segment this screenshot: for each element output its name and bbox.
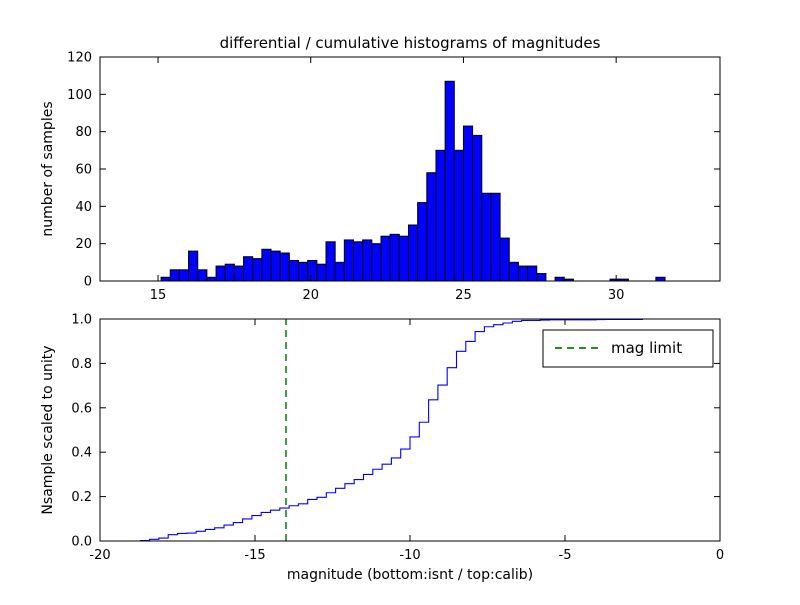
histogram-bar bbox=[243, 256, 254, 282]
histogram-bar bbox=[655, 276, 666, 282]
x-tick-label: 20 bbox=[302, 288, 319, 303]
histogram-bar bbox=[426, 172, 437, 282]
histogram-bar bbox=[169, 269, 180, 282]
y-tick-label: 60 bbox=[75, 163, 92, 178]
histogram-bar bbox=[517, 265, 529, 282]
y-tick-label: 20 bbox=[75, 237, 92, 252]
histogram-bar bbox=[435, 149, 446, 282]
y-tick-label: 1.0 bbox=[71, 313, 92, 328]
histogram-bar bbox=[188, 250, 199, 282]
x-tick-label: -15 bbox=[244, 548, 265, 563]
histogram-bar bbox=[371, 243, 382, 282]
top-histogram-axes: 15 20 25 30 0 20 40 60 80 100 120 bbox=[67, 51, 721, 303]
histogram-bar bbox=[398, 235, 409, 282]
cumulative-curve bbox=[139, 318, 652, 542]
y-tick-label: 0.8 bbox=[71, 357, 92, 372]
top-axes-frame bbox=[99, 56, 721, 282]
histogram-bar bbox=[472, 134, 483, 282]
histogram-bar bbox=[160, 276, 171, 282]
histogram-bar bbox=[325, 241, 336, 282]
histogram-bar bbox=[362, 239, 373, 282]
histogram-bar bbox=[206, 276, 217, 282]
y-tick-label: 0 bbox=[84, 275, 92, 290]
x-tick-label: 30 bbox=[608, 288, 625, 303]
legend: mag limit bbox=[542, 329, 714, 368]
y-tick-label: 0.2 bbox=[71, 490, 92, 505]
y-tick-label: 40 bbox=[75, 200, 92, 215]
histogram-bar bbox=[536, 273, 547, 282]
x-tick-label: -5 bbox=[559, 548, 572, 563]
histogram-bar bbox=[279, 252, 290, 282]
chart-title: differential / cumulative histograms of … bbox=[220, 34, 601, 52]
histogram-bar bbox=[224, 263, 235, 282]
bottom-y-axis-label: Nsample scaled to unity bbox=[40, 345, 56, 514]
bottom-x-axis-label: magnitude (bottom:isnt / top:calib) bbox=[287, 567, 533, 583]
y-tick-label: 0.0 bbox=[71, 535, 92, 550]
y-tick-label: 80 bbox=[75, 125, 92, 140]
histogram-bar bbox=[481, 192, 492, 282]
bottom-cumulative-axes: -20 -15 -10 -5 0 0.0 0.2 0.4 0.6 0.8 1.0 bbox=[71, 313, 724, 564]
histogram-bar bbox=[407, 224, 419, 282]
histogram-bar bbox=[178, 269, 190, 282]
y-tick-label: 120 bbox=[67, 51, 92, 66]
histogram-bar bbox=[233, 265, 245, 282]
histogram-bar bbox=[527, 265, 538, 282]
histogram-bar bbox=[215, 265, 226, 282]
histogram-bar bbox=[499, 237, 510, 282]
x-tick-label: 0 bbox=[716, 548, 724, 563]
histogram-bar bbox=[261, 248, 272, 282]
x-tick-label: 25 bbox=[455, 288, 472, 303]
histogram-bar bbox=[417, 202, 428, 282]
histogram-bar bbox=[554, 276, 565, 282]
histogram-bar bbox=[298, 261, 309, 282]
histogram-bar bbox=[307, 259, 318, 282]
histogram-bar bbox=[270, 250, 281, 282]
bottom-axes-frame bbox=[99, 318, 721, 542]
histogram-bar bbox=[508, 261, 519, 282]
histogram-bar bbox=[380, 235, 391, 282]
histogram-bar bbox=[288, 259, 300, 282]
top-y-axis-label: number of samples bbox=[40, 101, 56, 236]
histogram-bar bbox=[353, 241, 364, 282]
y-tick-label: 0.6 bbox=[71, 401, 92, 416]
histogram-bar bbox=[343, 239, 354, 282]
y-tick-label: 0.4 bbox=[71, 446, 92, 461]
histogram-bar bbox=[316, 263, 327, 282]
y-tick-label: 100 bbox=[67, 88, 92, 103]
histogram-bar bbox=[453, 149, 464, 282]
histogram-bar bbox=[334, 261, 345, 282]
histogram-bar bbox=[490, 192, 501, 282]
histogram-bar bbox=[444, 80, 455, 282]
histogram-bar bbox=[252, 258, 263, 282]
x-tick-label: -10 bbox=[399, 548, 420, 563]
x-tick-label: 15 bbox=[150, 288, 167, 303]
histogram-bar bbox=[389, 233, 400, 282]
histogram-bar bbox=[462, 125, 474, 282]
histogram-bar bbox=[197, 269, 208, 282]
legend-label: mag limit bbox=[611, 339, 682, 357]
x-tick-label: -20 bbox=[89, 548, 110, 563]
